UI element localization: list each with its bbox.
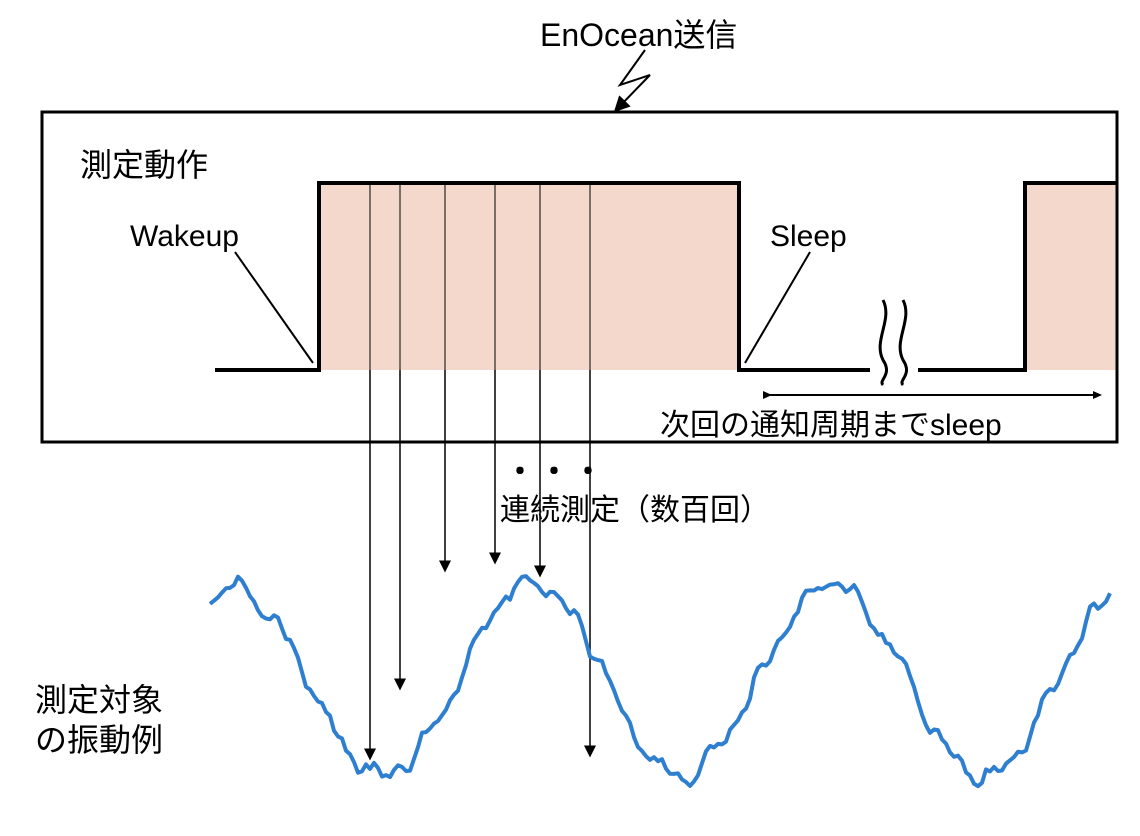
enocean-label: EnOcean送信 [540,10,737,56]
diagram-canvas: EnOcean送信 測定動作 Wakeup Sleep 次回の通知周期までsle… [0,0,1140,836]
sampling-arrows [370,370,590,756]
continuous-label: 連続測定（数百回） [500,485,770,529]
enocean-arrow [618,50,650,108]
next-cycle-label: 次回の通知周期までsleep [660,400,1002,444]
sleep-pointer [745,252,810,363]
active-block-2 [1025,183,1117,370]
time-break [870,300,918,385]
measure-title: 測定動作 [80,140,208,186]
active-block-1 [319,183,739,370]
vibration-label-2: の振動例 [35,715,163,761]
vibration-wave [210,576,1110,786]
sleep-label: Sleep [770,220,847,254]
wakeup-label: Wakeup [130,220,239,254]
wakeup-pointer [235,252,313,363]
